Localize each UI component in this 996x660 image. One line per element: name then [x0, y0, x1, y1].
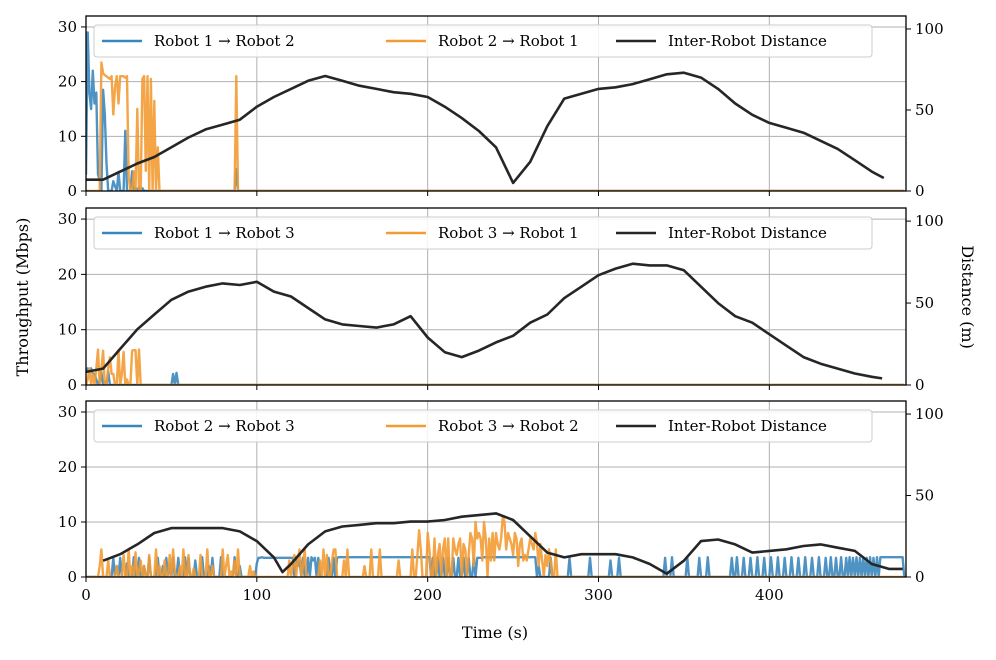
y-tick-label-left: 30 — [58, 403, 77, 421]
y-tick-label-right: 50 — [915, 487, 934, 505]
x-tick-label: 300 — [584, 586, 613, 604]
panel-1: 0 10 20 30 0 50 100 Robot 1 → Robot 2 Robot 2 → … — [58, 15, 944, 200]
series-line-distance — [102, 512, 903, 575]
panel-frame — [85, 15, 907, 192]
y-tick-label-right: 0 — [915, 376, 925, 394]
y-tick-label-left: 20 — [58, 458, 77, 476]
legend-label: Robot 2 → Robot 3 — [154, 417, 295, 435]
y-tick-label-left: 10 — [58, 127, 77, 145]
y-tick-label-right: 100 — [915, 20, 944, 38]
y-tick-label-right: 50 — [915, 101, 934, 119]
legend-label: Inter-Robot Distance — [668, 32, 827, 50]
x-tick-label: 0 — [81, 586, 91, 604]
y-tick-label-right: 50 — [915, 294, 934, 312]
legend: Robot 2 → Robot 3 Robot 3 → Robot 2 Inter-… — [93, 409, 873, 443]
y-tick-label-left: 20 — [58, 73, 77, 91]
x-tick-label: 400 — [755, 586, 784, 604]
series-line-distance — [86, 71, 885, 185]
legend-label: Inter-Robot Distance — [668, 417, 827, 435]
legend: Robot 1 → Robot 3 Robot 3 → Robot 1 Inter-… — [93, 216, 873, 250]
y-tick-label-right: 0 — [915, 568, 925, 586]
legend-label: Robot 1 → Robot 3 — [154, 224, 295, 242]
legend-label: Robot 1 → Robot 2 — [154, 32, 295, 50]
y-tick-label-right: 0 — [915, 182, 925, 200]
series-line-secondary — [86, 348, 905, 385]
legend-box — [93, 24, 873, 58]
legend-label: Inter-Robot Distance — [668, 224, 827, 242]
y-tick-label-left: 0 — [67, 376, 77, 394]
y-tick-label-left: 10 — [58, 513, 77, 531]
series-group — [86, 512, 906, 577]
series-group — [86, 31, 905, 191]
x-tick-label: 200 — [413, 586, 442, 604]
panel-2: 0 10 20 30 0 50 100 Robot 1 → Robot 3 Robot 3 → … — [58, 207, 944, 394]
y-tick-label-left: 30 — [58, 210, 77, 228]
y-tick-label-left: 10 — [58, 321, 77, 339]
x-tick-label: 100 — [243, 586, 272, 604]
series-line-secondary — [86, 515, 905, 577]
legend-box — [93, 216, 873, 250]
x-axis-label: Time (s) — [462, 623, 528, 642]
panel-frame — [85, 400, 907, 578]
y-axis-label-left: Throughput (Mbps) — [13, 218, 32, 377]
series-line-distance — [86, 262, 883, 380]
y-axis-label-right: Distance (m) — [958, 245, 977, 349]
y-tick-label-left: 0 — [67, 182, 77, 200]
y-tick-label-left: 20 — [58, 265, 77, 283]
panel-frame — [85, 207, 907, 386]
legend-label: Robot 3 → Robot 1 — [438, 224, 579, 242]
y-tick-label-right: 100 — [915, 405, 944, 423]
legend: Robot 1 → Robot 2 Robot 2 → Robot 1 Inter-… — [93, 24, 873, 58]
y-tick-label-right: 100 — [915, 212, 944, 230]
series-line-primary — [86, 367, 905, 385]
series-group — [86, 262, 905, 385]
y-tick-label-left: 30 — [58, 18, 77, 36]
y-tick-label-left: 0 — [67, 568, 77, 586]
legend-label: Robot 3 → Robot 2 — [438, 417, 579, 435]
legend-label: Robot 2 → Robot 1 — [438, 32, 579, 50]
legend-box — [93, 409, 873, 443]
